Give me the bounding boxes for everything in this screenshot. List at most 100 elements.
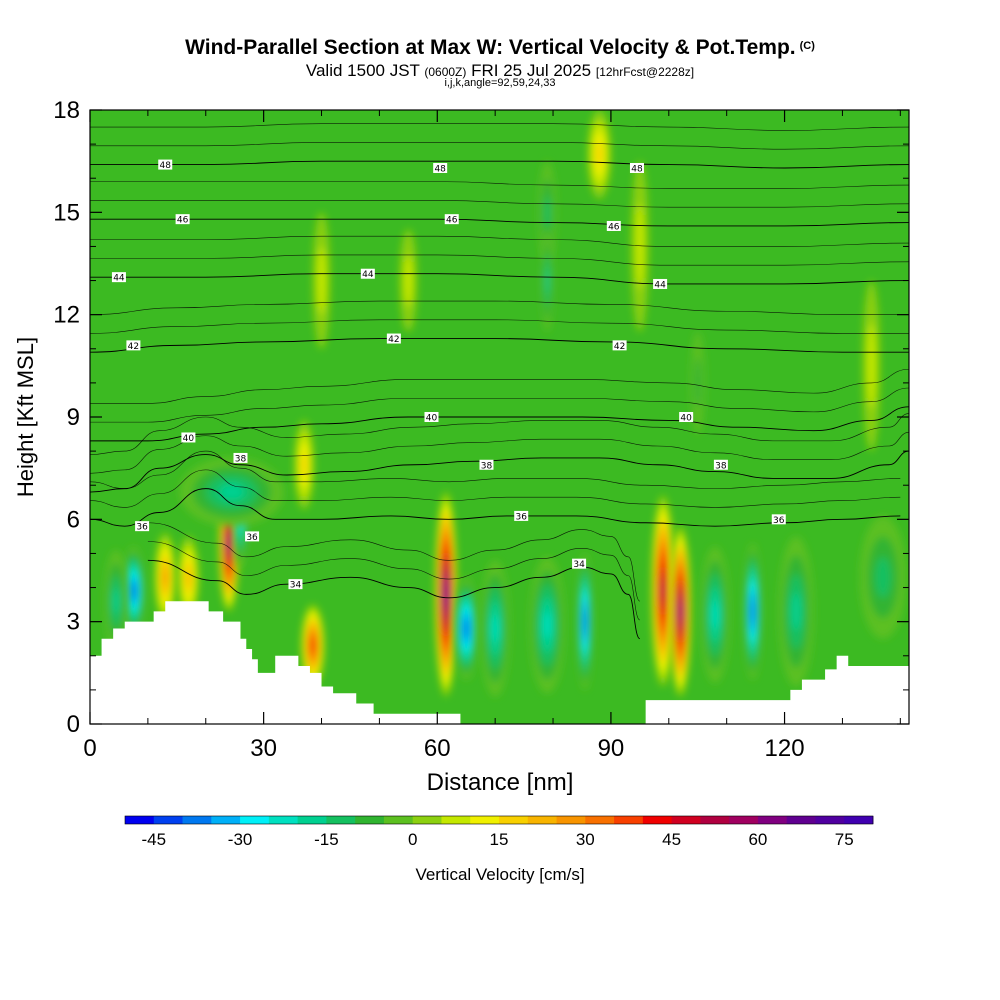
label-text: 42 (614, 342, 625, 352)
velocity-band (875, 556, 891, 598)
colorbar-swatch (585, 816, 615, 824)
colorbar-swatch (815, 816, 845, 824)
label-box (433, 162, 448, 173)
colorbar-tick-label: -45 (141, 830, 166, 849)
label-box (679, 412, 694, 422)
velocity-band (492, 614, 499, 643)
isentrope-minor (90, 200, 909, 208)
velocity-band (113, 588, 119, 614)
colorbar-swatch (182, 816, 212, 824)
colorbar: -45 -30 -15 0 15 30 45 60 75 (124, 815, 874, 849)
label-text: 36 (136, 523, 148, 533)
colorbar-tick-label: 60 (748, 830, 767, 849)
colorbar-swatch (470, 816, 500, 824)
valid-utc: (0600Z) (424, 65, 467, 79)
label-box (606, 220, 621, 231)
label-box (245, 531, 260, 542)
velocity-band (751, 603, 754, 620)
isentrope-label: 48 (629, 162, 644, 174)
label-text: 34 (573, 560, 585, 570)
copyright-mark: (C) (799, 40, 815, 52)
velocity-cell (651, 495, 675, 687)
label-text: 36 (773, 516, 785, 526)
x-tick-label: 60 (424, 735, 451, 762)
velocity-cell (744, 543, 762, 680)
isentrope-minor (90, 235, 909, 247)
isentrope-minor (90, 254, 909, 266)
isentrope-minor (90, 432, 909, 474)
y-axis-label: Height [Kft MSL] (13, 337, 38, 497)
colorbar-swatch (153, 816, 183, 824)
velocity-band (163, 569, 167, 585)
label-text: 38 (481, 461, 493, 471)
isentrope-minor (90, 319, 909, 334)
label-box (175, 214, 190, 225)
x-tick-label: 30 (250, 735, 277, 762)
colorbar-swatch (642, 816, 673, 824)
colorbar-tick-label: -30 (228, 830, 253, 849)
velocity-band (445, 587, 447, 602)
isentrope-label: 44 (653, 278, 668, 290)
label-box (572, 558, 587, 569)
velocity-band (545, 267, 549, 294)
label-text: 46 (446, 216, 458, 226)
velocity-band (403, 254, 413, 307)
colorbar-tick-label: 0 (408, 830, 417, 849)
velocity-cell (177, 536, 199, 619)
isentrope-minor (90, 450, 901, 489)
isentrope-36 (90, 488, 901, 527)
colorbar-swatch (326, 816, 356, 824)
colorbar-label: Vertical Velocity [cm/s] (415, 865, 584, 884)
velocity-band (464, 622, 468, 635)
velocity-band (679, 605, 682, 618)
x-tick-label: 120 (765, 735, 805, 762)
velocity-band (132, 586, 135, 596)
label-text: 36 (515, 512, 527, 522)
colorbar-swatch (786, 816, 816, 824)
velocity-cell (541, 229, 554, 332)
label-box (713, 459, 728, 470)
label-text: 40 (426, 414, 438, 424)
label-box (629, 162, 644, 173)
label-box (771, 514, 786, 525)
label-box (181, 432, 196, 443)
label-box (479, 459, 494, 470)
velocity-cell (538, 161, 556, 264)
x-tick-label: 90 (598, 735, 625, 762)
velocity-cell (587, 110, 611, 199)
label-text: 42 (388, 335, 399, 345)
label-text: 44 (654, 280, 666, 290)
isentrope-label: 48 (158, 159, 173, 171)
colorbar-swatch (499, 816, 529, 824)
forecast-info: [12hrFcst@2228z] (595, 65, 695, 79)
isentrope-label: 40 (181, 432, 196, 444)
label-box (386, 333, 401, 344)
isentrope-label: 38 (233, 452, 248, 464)
velocity-cell (631, 161, 649, 332)
y-tick-label: 3 (67, 609, 80, 636)
velocity-cell (862, 280, 881, 452)
velocity-band (218, 483, 245, 501)
label-text: 42 (128, 342, 139, 352)
label-box (111, 272, 126, 283)
y-tick-label: 18 (53, 97, 80, 124)
colorbar-swatch (671, 816, 701, 824)
isentrope-label: 46 (444, 214, 459, 226)
colorbar-swatch (757, 816, 788, 824)
velocity-cell (104, 550, 128, 653)
velocity-band (544, 195, 551, 230)
velocity-cell (179, 457, 284, 527)
chart-title: Wind-Parallel Section at Max W: Vertical… (185, 36, 815, 59)
velocity-band (712, 601, 718, 629)
isentrope-label: 46 (606, 220, 621, 232)
colorbar-tick-label: 30 (576, 830, 595, 849)
isentrope-minor (90, 123, 909, 131)
isentrope-label: 48 (433, 162, 448, 174)
isentrope-label: 42 (612, 340, 627, 352)
velocity-cell (669, 526, 691, 697)
isentrope-46 (90, 218, 909, 227)
velocity-cell (859, 515, 907, 639)
label-box (424, 412, 439, 422)
y-tick-label: 9 (67, 404, 80, 431)
colorbar-swatch (614, 816, 644, 824)
